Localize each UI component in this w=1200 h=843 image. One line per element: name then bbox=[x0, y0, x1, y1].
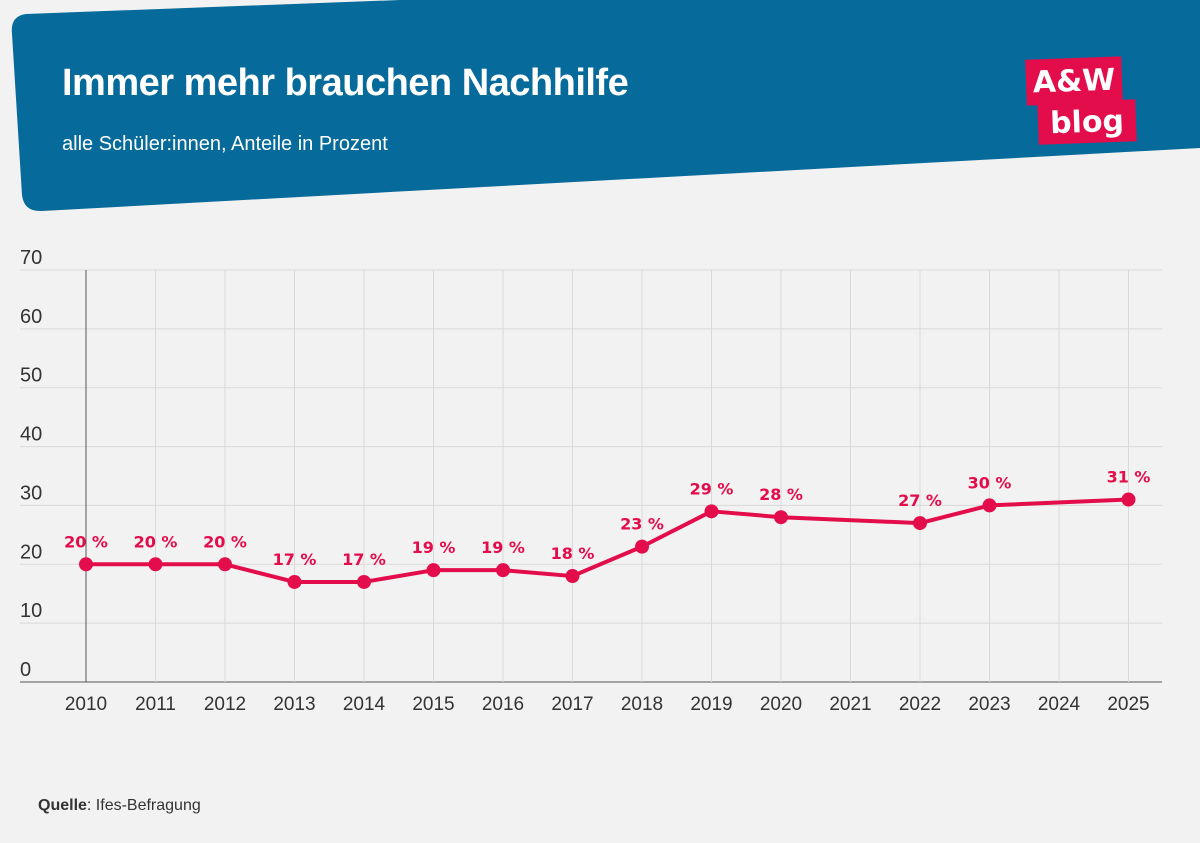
x-tick-label: 2022 bbox=[899, 694, 941, 715]
y-tick-label: 10 bbox=[20, 600, 42, 622]
y-tick-label: 20 bbox=[20, 541, 42, 563]
y-axis-ticks: 0 10 20 30 40 50 60 70 bbox=[20, 247, 42, 681]
x-tick-label: 2017 bbox=[551, 694, 593, 715]
x-tick-label: 2015 bbox=[412, 694, 454, 715]
data-label: 27 % bbox=[898, 491, 942, 510]
x-tick-label: 2024 bbox=[1038, 694, 1081, 715]
data-label: 28 % bbox=[759, 485, 803, 504]
aw-blog-logo: A&W blog bbox=[1025, 56, 1137, 145]
y-tick-label: 70 bbox=[20, 247, 42, 269]
page-title: Immer mehr brauchen Nachhilfe bbox=[62, 62, 629, 104]
data-point bbox=[79, 557, 93, 572]
y-tick-label: 0 bbox=[20, 659, 31, 681]
x-tick-label: 2025 bbox=[1107, 694, 1149, 715]
x-tick-label: 2019 bbox=[690, 694, 732, 715]
chart-series: 20 % 20 % 20 % 17 % 17 % 19 % 19 % 18 % 23 % 29 %… bbox=[64, 468, 1150, 589]
source-note: Quelle: Ifes-Befragung bbox=[38, 797, 201, 815]
y-tick-label: 60 bbox=[20, 306, 42, 328]
x-tick-label: 2014 bbox=[343, 694, 386, 715]
data-label: 17 % bbox=[273, 550, 317, 569]
data-label: 20 % bbox=[64, 532, 108, 551]
y-tick-label: 50 bbox=[20, 365, 42, 387]
x-tick-label: 2012 bbox=[204, 694, 246, 715]
data-point bbox=[635, 539, 649, 554]
data-point bbox=[1121, 492, 1136, 507]
x-tick-label: 2013 bbox=[273, 694, 315, 715]
x-tick-label: 2011 bbox=[135, 694, 176, 715]
source-text: : Ifes-Befragung bbox=[86, 797, 201, 814]
data-label: 20 % bbox=[134, 532, 178, 551]
data-point bbox=[774, 510, 788, 525]
data-point bbox=[496, 563, 510, 578]
data-point bbox=[913, 516, 927, 531]
source-label: Quelle bbox=[38, 797, 87, 814]
data-label: 23 % bbox=[620, 515, 664, 534]
logo-bottom-text: blog bbox=[1037, 99, 1137, 145]
series-line bbox=[86, 497, 1129, 584]
data-point bbox=[704, 504, 719, 519]
x-axis-ticks: 2010 2011 2012 2013 2014 2015 2016 2017 2018 2019… bbox=[65, 694, 1150, 715]
x-tick-label: 2010 bbox=[65, 694, 107, 715]
x-tick-label: 2021 bbox=[829, 694, 871, 715]
data-label: 31 % bbox=[1107, 468, 1151, 487]
data-label: 29 % bbox=[690, 479, 734, 498]
line-chart: 0 10 20 30 40 50 60 70 2010 2011 2012 2013 2014 2015… bbox=[20, 247, 1162, 715]
y-tick-label: 30 bbox=[20, 482, 42, 504]
data-label: 20 % bbox=[203, 532, 247, 551]
data-label: 19 % bbox=[481, 538, 525, 557]
data-label: 19 % bbox=[412, 538, 456, 557]
data-point bbox=[357, 574, 371, 589]
data-label: 30 % bbox=[968, 473, 1012, 492]
logo-top-text: A&W bbox=[1025, 56, 1123, 106]
data-point bbox=[148, 557, 163, 572]
y-tick-label: 40 bbox=[20, 424, 42, 446]
data-point bbox=[426, 563, 441, 578]
data-point bbox=[982, 498, 997, 513]
chart-grid bbox=[20, 269, 1162, 683]
data-label: 17 % bbox=[342, 550, 386, 569]
x-tick-label: 2018 bbox=[621, 694, 663, 715]
data-label: 18 % bbox=[551, 544, 595, 563]
header-banner bbox=[11, 0, 1200, 212]
page-subtitle: alle Schüler:innen, Anteile in Prozent bbox=[62, 133, 388, 155]
x-tick-label: 2016 bbox=[482, 694, 524, 715]
data-point bbox=[218, 557, 232, 572]
data-point bbox=[565, 569, 580, 584]
x-tick-label: 2023 bbox=[968, 694, 1010, 715]
x-tick-label: 2020 bbox=[760, 694, 802, 715]
data-point bbox=[287, 574, 302, 589]
